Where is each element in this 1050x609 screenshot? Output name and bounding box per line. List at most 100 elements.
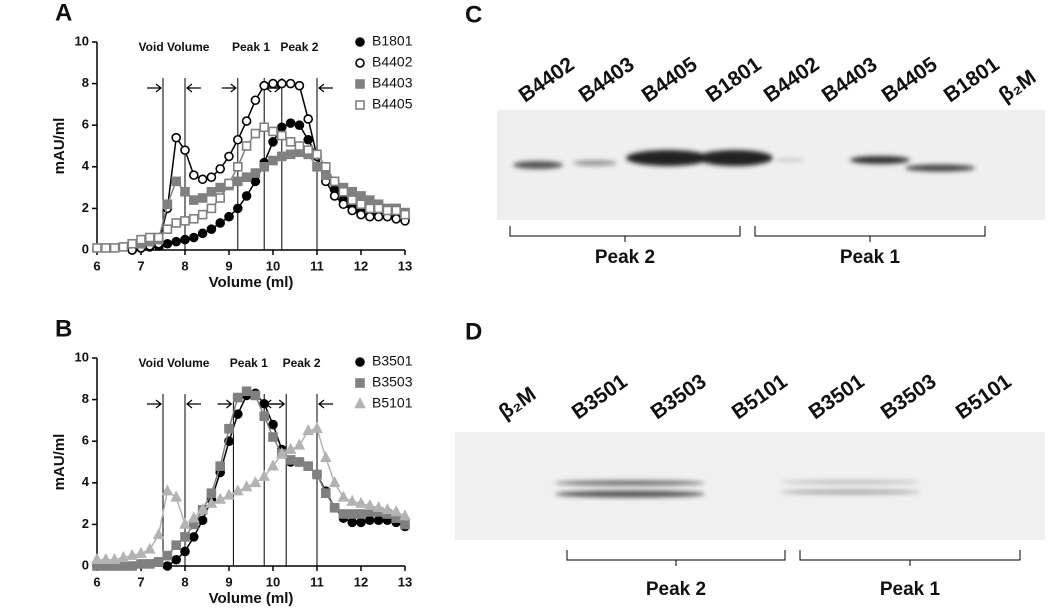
data-point [224, 151, 234, 162]
data-point [338, 199, 349, 210]
group-label: Peak 1 [880, 579, 941, 600]
annotation: Peak 2 [280, 40, 318, 54]
data-point [189, 214, 199, 224]
data-point [328, 476, 341, 488]
data-point [127, 238, 137, 249]
annotation: Peak 1 [230, 356, 268, 370]
lane-label: B5101 [728, 370, 792, 425]
lane-label: β₂M [495, 383, 541, 425]
data-point [145, 559, 155, 569]
data-point [187, 511, 200, 523]
annotation: Peak 2 [283, 356, 321, 370]
data-point [258, 469, 271, 481]
x-tick-label: 13 [398, 574, 412, 589]
legend-marker [355, 357, 365, 367]
blot-d-membrane [455, 432, 1045, 540]
data-point [250, 95, 261, 106]
x-tick-label: 10 [266, 574, 280, 589]
data-point [356, 517, 366, 528]
data-point [162, 199, 173, 210]
data-point [180, 546, 190, 557]
data-point [364, 211, 375, 222]
data-point [118, 242, 129, 252]
data-point [338, 186, 349, 197]
legend-label: B4403 [372, 75, 413, 91]
data-point [373, 211, 384, 222]
group-bracket [509, 226, 741, 242]
data-point [329, 176, 340, 187]
y-tick-label: 0 [82, 241, 89, 256]
lane-label: B1801 [940, 53, 1004, 108]
data-point [311, 422, 323, 434]
data-point [250, 390, 261, 401]
data-point [101, 243, 111, 253]
annotation: Void Volume [139, 40, 210, 54]
data-point [381, 503, 394, 515]
lane-label: B4403 [575, 53, 639, 107]
lane-label: B3503 [647, 370, 711, 424]
data-point [171, 540, 181, 551]
series-line [97, 390, 406, 567]
data-point [215, 218, 225, 228]
data-point [162, 561, 173, 571]
data-point [294, 141, 305, 151]
data-point [250, 128, 261, 139]
x-tick-label: 12 [354, 258, 368, 273]
group-bracket [799, 550, 1021, 566]
data-point [303, 145, 314, 155]
data-point [206, 224, 217, 234]
series-line [97, 427, 406, 561]
x-axis-label: Volume (ml) [209, 590, 294, 607]
data-point [347, 205, 358, 216]
group-bracket [566, 550, 786, 566]
data-point [285, 455, 296, 465]
data-point [240, 480, 253, 492]
legend-marker [355, 378, 365, 388]
data-point [215, 461, 225, 471]
data-point [329, 191, 340, 201]
data-point [364, 203, 375, 214]
data-point [233, 162, 243, 172]
y-tick-label: 0 [82, 557, 89, 572]
lane-label: B4402 [515, 53, 579, 107]
x-tick-label: 11 [310, 574, 324, 589]
data-point [215, 182, 225, 193]
data-point [162, 550, 173, 561]
data-point [171, 236, 181, 247]
data-point [118, 561, 129, 571]
y-tick-label: 2 [82, 516, 89, 531]
data-point [231, 484, 244, 496]
panel-letter: B [55, 315, 72, 342]
fraction-arrow [221, 83, 237, 93]
data-point [303, 461, 314, 471]
data-point [259, 122, 270, 133]
data-point [356, 191, 366, 201]
data-point [180, 186, 190, 197]
data-point [285, 137, 296, 147]
lane-label: B3503 [877, 370, 941, 424]
lane-label: B4405 [638, 53, 702, 108]
lane-label: B1801 [702, 53, 766, 108]
data-point [312, 469, 322, 480]
lane-label: B3501 [568, 370, 632, 425]
data-point [233, 176, 243, 187]
data-point [197, 209, 208, 220]
group-label: Peak 2 [646, 579, 706, 600]
data-point [250, 168, 261, 178]
data-point [303, 134, 314, 145]
data-point [275, 446, 288, 458]
data-point [391, 205, 402, 216]
data-point [197, 174, 208, 185]
data-point [179, 517, 191, 529]
data-point [276, 78, 287, 89]
data-point [356, 509, 366, 519]
data-point [268, 155, 278, 166]
panel-letter: D [465, 318, 482, 345]
data-point [152, 528, 165, 540]
x-tick-label: 7 [137, 574, 144, 589]
data-point [373, 515, 384, 526]
data-point [196, 503, 209, 515]
data-point [171, 132, 181, 143]
y-tick-label: 4 [82, 474, 90, 489]
y-tick-label: 10 [75, 33, 89, 48]
